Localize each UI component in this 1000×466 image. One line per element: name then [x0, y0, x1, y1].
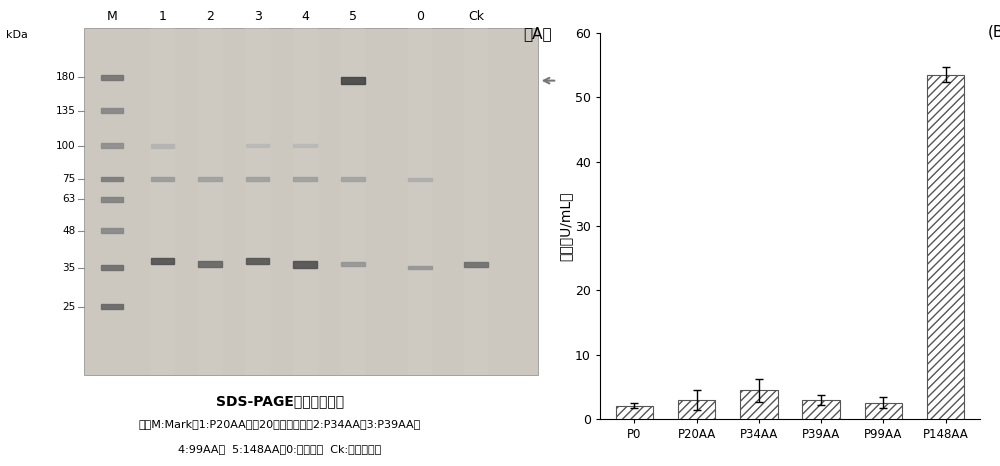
- Text: 135: 135: [56, 106, 76, 116]
- Bar: [101, 304, 123, 309]
- Text: 0: 0: [416, 10, 424, 23]
- Text: 180: 180: [56, 72, 76, 82]
- Text: 48: 48: [62, 226, 76, 236]
- Text: 63: 63: [62, 194, 76, 204]
- Bar: [865, 403, 902, 419]
- Text: 75: 75: [62, 174, 76, 184]
- Bar: [464, 261, 488, 267]
- Text: 35: 35: [62, 263, 76, 273]
- Text: Ck: Ck: [468, 10, 484, 23]
- Bar: [293, 28, 318, 375]
- Bar: [616, 406, 653, 419]
- Text: （A）: （A）: [523, 26, 552, 41]
- Bar: [927, 75, 964, 419]
- Bar: [150, 28, 175, 375]
- Bar: [802, 400, 840, 419]
- Bar: [408, 28, 432, 375]
- Bar: [293, 177, 317, 181]
- Bar: [101, 197, 123, 202]
- Bar: [198, 28, 222, 375]
- Text: 3: 3: [254, 10, 262, 23]
- Text: kDa: kDa: [6, 30, 28, 41]
- Bar: [678, 400, 715, 419]
- Bar: [101, 75, 123, 80]
- Bar: [464, 28, 488, 375]
- Bar: [408, 266, 432, 269]
- Bar: [341, 77, 365, 84]
- Y-axis label: 活力（U/mL）: 活力（U/mL）: [558, 191, 572, 261]
- Bar: [341, 177, 365, 181]
- Text: 注：M:Mark；1:P20AA（截20个氨基酸）；2:P34AA；3:P39AA；: 注：M:Mark；1:P20AA（截20个氨基酸）；2:P34AA；3:P39A…: [139, 419, 421, 429]
- Bar: [246, 258, 269, 265]
- Bar: [198, 177, 222, 181]
- Bar: [245, 28, 270, 375]
- Bar: [198, 261, 222, 267]
- Bar: [101, 265, 123, 270]
- Bar: [101, 228, 123, 233]
- Text: 100: 100: [56, 141, 76, 151]
- Bar: [340, 28, 365, 375]
- Text: (B): (B): [988, 25, 1000, 40]
- Bar: [246, 144, 269, 147]
- Bar: [101, 177, 123, 181]
- Bar: [408, 178, 432, 180]
- Text: 2: 2: [206, 10, 214, 23]
- Bar: [740, 391, 778, 419]
- Bar: [151, 144, 174, 148]
- Text: SDS-PAGE诱导表达结果: SDS-PAGE诱导表达结果: [216, 394, 344, 408]
- Text: 4:99AA；  5:148AA；0:原基因；  Ck:表达寿主菌: 4:99AA； 5:148AA；0:原基因； Ck:表达寿主菌: [178, 444, 382, 453]
- Bar: [293, 261, 317, 267]
- Text: M: M: [107, 10, 117, 23]
- Bar: [101, 143, 123, 148]
- Text: 4: 4: [301, 10, 309, 23]
- Bar: [151, 258, 174, 265]
- Bar: [101, 109, 123, 113]
- Bar: [246, 177, 269, 181]
- Text: 5: 5: [349, 10, 357, 23]
- Bar: [84, 28, 538, 375]
- Text: 25: 25: [62, 302, 76, 312]
- Bar: [151, 177, 174, 181]
- Bar: [341, 262, 365, 266]
- Bar: [293, 144, 317, 147]
- Text: 1: 1: [158, 10, 166, 23]
